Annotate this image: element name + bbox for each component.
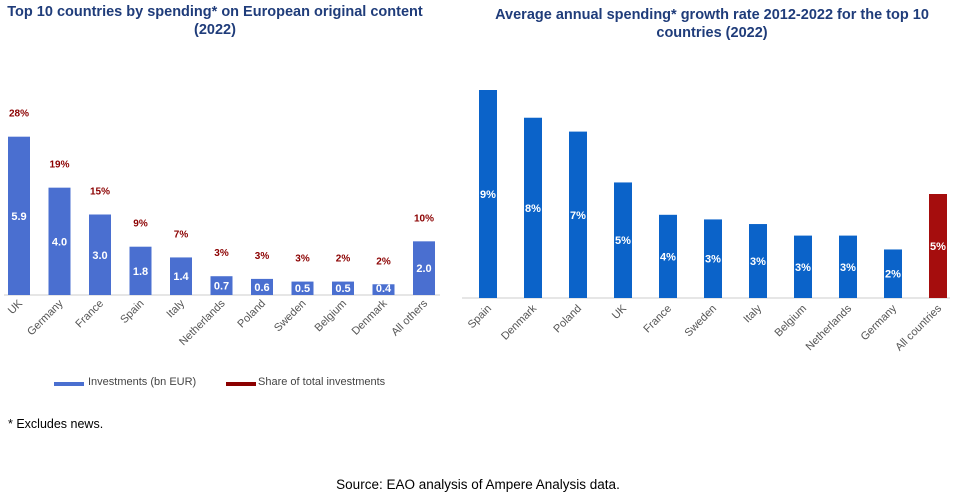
category-tick-label: Sweden xyxy=(683,303,720,340)
category-tick-label: UK xyxy=(610,302,630,322)
investment-bar xyxy=(291,281,314,295)
growth-bar xyxy=(704,219,722,298)
category-tick-label: Belgium xyxy=(313,298,350,335)
share-percent-label: 3% xyxy=(295,254,310,265)
growth-bar xyxy=(749,224,767,298)
investment-value-label: 1.4 xyxy=(173,271,189,283)
investment-bar xyxy=(251,278,273,295)
growth-bar xyxy=(929,194,947,298)
growth-bar xyxy=(524,117,542,298)
legend-investments-swatch xyxy=(54,382,84,386)
growth-bar xyxy=(569,131,587,298)
investment-bar xyxy=(170,257,192,295)
investment-value-label: 2.0 xyxy=(416,263,431,275)
category-tick-label: UK xyxy=(6,297,26,317)
category-tick-label: Poland xyxy=(235,298,268,331)
investment-bar xyxy=(332,281,354,295)
category-tick-label: Italy xyxy=(164,297,187,320)
growth-value-label: 5% xyxy=(615,235,631,247)
growth-value-label: 3% xyxy=(705,254,721,266)
growth-value-label: 5% xyxy=(930,241,946,253)
investment-value-label: 3.0 xyxy=(92,250,107,262)
category-tick-label: Denmark xyxy=(350,297,390,337)
category-tick-label: Belgium xyxy=(773,303,810,340)
category-tick-label: All countries xyxy=(893,302,944,353)
investment-value-label: 1.8 xyxy=(133,266,148,278)
growth-bar xyxy=(794,235,812,298)
footnote: * Excludes news. xyxy=(8,417,104,431)
left-chart-title: Top 10 countries by spending* on Europea… xyxy=(7,4,423,38)
category-tick-label: Spain xyxy=(466,303,494,331)
growth-bar xyxy=(659,214,677,298)
share-percent-label: 10% xyxy=(414,213,434,224)
growth-value-label: 9% xyxy=(480,189,496,201)
share-percent-label: 2% xyxy=(376,256,391,267)
growth-value-label: 3% xyxy=(840,262,856,274)
category-tick-label: Poland xyxy=(551,303,584,336)
investment-value-label: 0.5 xyxy=(295,283,310,295)
investment-value-label: 0.7 xyxy=(214,281,229,293)
investment-bar xyxy=(48,187,71,295)
legend-investments-label: Investments (bn EUR) xyxy=(88,376,197,388)
source-note: Source: EAO analysis of Ampere Analysis … xyxy=(336,477,620,492)
category-tick-label: France xyxy=(73,298,106,331)
growth-bar xyxy=(479,90,497,298)
growth-bar xyxy=(884,249,902,298)
category-tick-label: Netherlands xyxy=(804,302,855,353)
investment-bar xyxy=(210,276,233,295)
category-tick-label: Germany xyxy=(25,297,66,338)
category-tick-label: Italy xyxy=(741,302,764,325)
share-percent-label: 3% xyxy=(255,251,270,262)
growth-value-label: 4% xyxy=(660,251,676,263)
legend-share-label: Share of total investments xyxy=(258,376,386,388)
category-tick-label: France xyxy=(641,303,674,336)
investment-bar xyxy=(129,246,152,295)
investment-value-label: 0.5 xyxy=(335,283,350,295)
category-tick-label: Denmark xyxy=(499,302,539,342)
investment-bar xyxy=(8,136,30,295)
investment-bar xyxy=(413,241,435,295)
growth-value-label: 7% xyxy=(570,210,586,222)
investment-value-label: 4.0 xyxy=(52,236,67,248)
investment-bar xyxy=(372,284,395,295)
share-percent-label: 28% xyxy=(9,109,29,120)
share-percent-label: 2% xyxy=(336,254,351,265)
legend-share-swatch xyxy=(226,382,256,386)
investment-value-label: 0.6 xyxy=(254,282,269,294)
share-percent-label: 3% xyxy=(214,248,229,259)
growth-value-label: 3% xyxy=(795,262,811,274)
share-percent-label: 19% xyxy=(49,160,69,171)
share-percent-label: 7% xyxy=(174,229,189,240)
category-tick-label: All others xyxy=(389,297,430,338)
category-tick-label: Spain xyxy=(118,298,146,326)
category-tick-label: Germany xyxy=(859,302,900,343)
category-tick-label: Sweden xyxy=(272,298,309,335)
investment-value-label: 0.4 xyxy=(376,283,392,295)
right-chart-title: Average annual spending* growth rate 201… xyxy=(495,7,929,41)
investment-value-label: 5.9 xyxy=(11,211,26,223)
growth-value-label: 3% xyxy=(750,256,766,268)
growth-bar xyxy=(839,235,857,298)
growth-value-label: 8% xyxy=(525,203,541,215)
investment-bar xyxy=(89,214,111,295)
share-percent-label: 9% xyxy=(133,219,148,230)
growth-bar xyxy=(614,182,632,298)
growth-value-label: 2% xyxy=(885,269,901,281)
share-percent-label: 15% xyxy=(90,187,110,198)
